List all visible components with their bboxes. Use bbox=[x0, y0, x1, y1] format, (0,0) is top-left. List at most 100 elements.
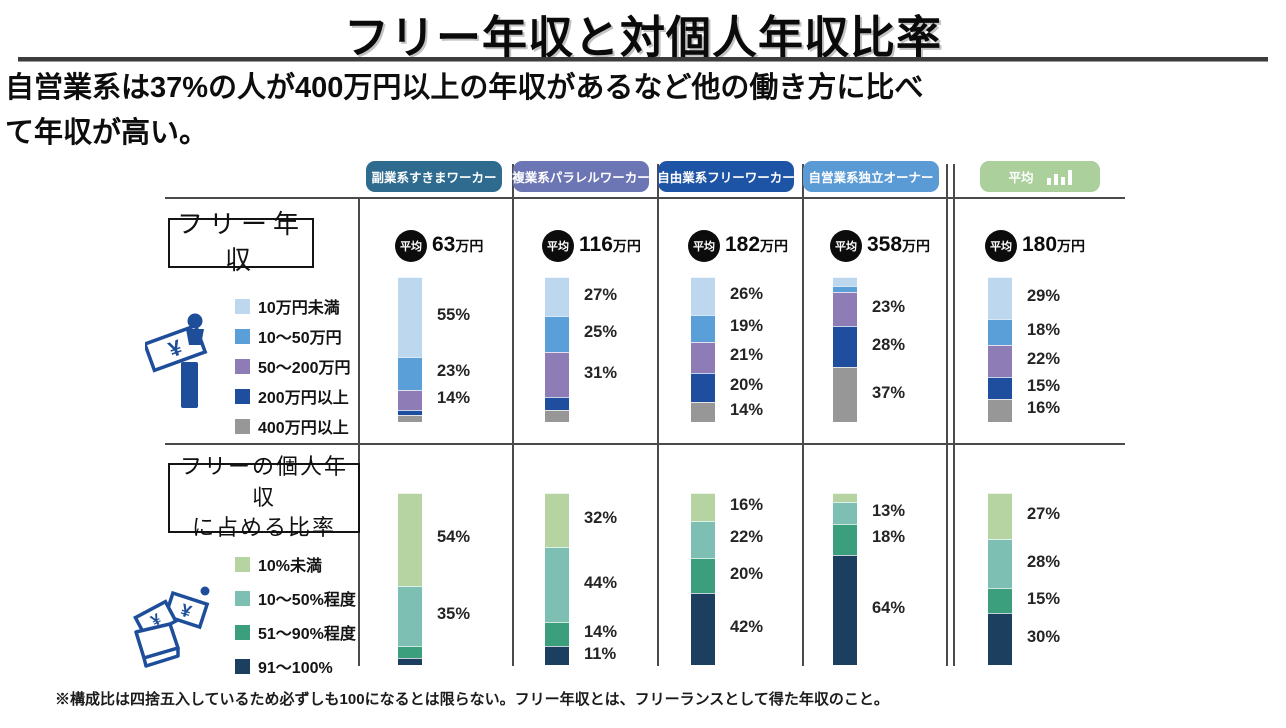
bar-segment bbox=[833, 501, 857, 524]
average-badge: 平均 bbox=[830, 230, 862, 262]
bar-segment bbox=[988, 398, 1012, 422]
grid-vline-3 bbox=[802, 164, 804, 666]
column-header-label: 自営業系独立オーナー bbox=[808, 171, 934, 185]
page-title: フリー年収と対個人年収比率 bbox=[343, 12, 942, 63]
grid-vline-1 bbox=[512, 164, 514, 666]
stacked-bar bbox=[545, 277, 569, 422]
bar-segment bbox=[398, 410, 422, 415]
percent-label: 27% bbox=[584, 285, 618, 304]
grid-vline-5 bbox=[953, 164, 955, 666]
average-badge: 平均 bbox=[395, 230, 427, 262]
legend-item: 200万円以上 bbox=[235, 384, 349, 408]
stacked-bar bbox=[988, 493, 1012, 665]
percent-label: 28% bbox=[872, 335, 906, 354]
column-header-label: 平均 bbox=[1008, 171, 1034, 185]
grid-vline-0 bbox=[358, 197, 360, 666]
bar-segment bbox=[833, 554, 857, 665]
column-header-4: 自営業系独立オーナー bbox=[803, 161, 939, 192]
average-value: 63万円 bbox=[432, 233, 484, 256]
stacked-bar bbox=[398, 493, 422, 665]
bar-segment bbox=[545, 493, 569, 548]
legend-label: 50〜200万円 bbox=[258, 360, 351, 377]
stacked-bar bbox=[833, 493, 857, 665]
legend-swatch bbox=[235, 624, 250, 640]
bar-segment bbox=[691, 372, 715, 402]
percent-label: 14% bbox=[730, 400, 764, 419]
legend-item: 10〜50万円 bbox=[235, 324, 342, 348]
grid-vline-2 bbox=[657, 164, 659, 666]
percent-label: 19% bbox=[730, 317, 764, 336]
grid-vline-4 bbox=[946, 164, 948, 666]
percent-label: 20% bbox=[730, 376, 764, 395]
title-underline bbox=[18, 57, 1268, 62]
bar-segment bbox=[691, 520, 715, 559]
bar-segment bbox=[988, 345, 1012, 378]
bar-segment bbox=[988, 277, 1012, 320]
percent-label: 22% bbox=[730, 528, 764, 547]
legend-label: 10〜50万円 bbox=[258, 330, 342, 347]
percent-label: 32% bbox=[584, 509, 618, 528]
percent-label: 64% bbox=[872, 598, 906, 617]
percent-label: 23% bbox=[872, 297, 906, 316]
row-label-box: フリー年収 bbox=[168, 210, 314, 275]
legend-item: 50〜200万円 bbox=[235, 354, 351, 378]
mini-bar bbox=[1067, 169, 1072, 185]
bar-segment bbox=[833, 285, 857, 292]
bar-segment bbox=[988, 493, 1012, 540]
average-unit: 万円 bbox=[902, 238, 931, 254]
percent-label: 18% bbox=[872, 528, 906, 547]
bar-segment bbox=[398, 493, 422, 586]
bar-chart-icon bbox=[1046, 169, 1072, 185]
legend-swatch bbox=[235, 358, 250, 374]
legend-swatch bbox=[235, 590, 250, 606]
bar-segment bbox=[398, 658, 422, 665]
percent-label: 20% bbox=[730, 564, 764, 583]
bar-segment bbox=[398, 277, 422, 357]
legend-label: 51〜90%程度 bbox=[258, 626, 356, 643]
mini-bar bbox=[1053, 173, 1058, 185]
column-header-label: 複業系パラレルワーカー bbox=[512, 171, 650, 185]
percent-label: 35% bbox=[437, 604, 471, 623]
bar-segment bbox=[398, 585, 422, 647]
subtitle-line-2: て年収が高い。 bbox=[5, 116, 209, 149]
average-value: 358万円 bbox=[867, 233, 931, 256]
footnote: ※構成比は四捨五入しているため必ずしも100になるとは限らない。フリー年収とは、… bbox=[55, 691, 889, 708]
percent-label: 55% bbox=[437, 305, 471, 324]
percent-label: 23% bbox=[437, 362, 471, 381]
percent-label: 14% bbox=[437, 389, 471, 408]
bar-segment bbox=[545, 352, 569, 398]
bar-segment bbox=[833, 493, 857, 502]
bar-segment bbox=[691, 314, 715, 343]
percent-label: 54% bbox=[437, 528, 471, 547]
legend-label: 91〜100% bbox=[258, 660, 333, 677]
legend-label: 10%未満 bbox=[258, 558, 323, 575]
percent-label: 27% bbox=[1027, 505, 1061, 524]
bar-segment bbox=[988, 613, 1012, 665]
percent-label: 15% bbox=[1027, 376, 1061, 395]
subtitle-line-1: 自営業系は37%の人が400万円以上の年収があるなど他の働き方に比べ bbox=[5, 72, 924, 104]
legend-swatch bbox=[235, 388, 250, 404]
grid-hline-middle bbox=[165, 443, 1125, 445]
bar-segment bbox=[398, 414, 422, 422]
bar-segment bbox=[545, 277, 569, 317]
bar-segment bbox=[545, 397, 569, 411]
bar-segment bbox=[691, 592, 715, 665]
legend-swatch bbox=[235, 418, 250, 434]
row-label-box: フリーの個人年収 に占める比率 bbox=[168, 454, 360, 540]
percent-label: 16% bbox=[1027, 399, 1061, 418]
stacked-bar bbox=[833, 277, 857, 422]
percent-label: 44% bbox=[584, 573, 618, 592]
percent-label: 30% bbox=[1027, 628, 1061, 647]
percent-label: 25% bbox=[584, 323, 618, 342]
percent-label: 18% bbox=[1027, 321, 1061, 340]
percent-label: 28% bbox=[1027, 552, 1061, 571]
legend-item: 400万円以上 bbox=[235, 414, 349, 438]
bar-segment bbox=[545, 622, 569, 647]
average-unit: 万円 bbox=[612, 238, 641, 254]
legend-label: 200万円以上 bbox=[258, 390, 349, 407]
legend-swatch bbox=[235, 556, 250, 572]
bar-segment bbox=[691, 342, 715, 373]
legend-label: 10万円未満 bbox=[258, 300, 340, 317]
